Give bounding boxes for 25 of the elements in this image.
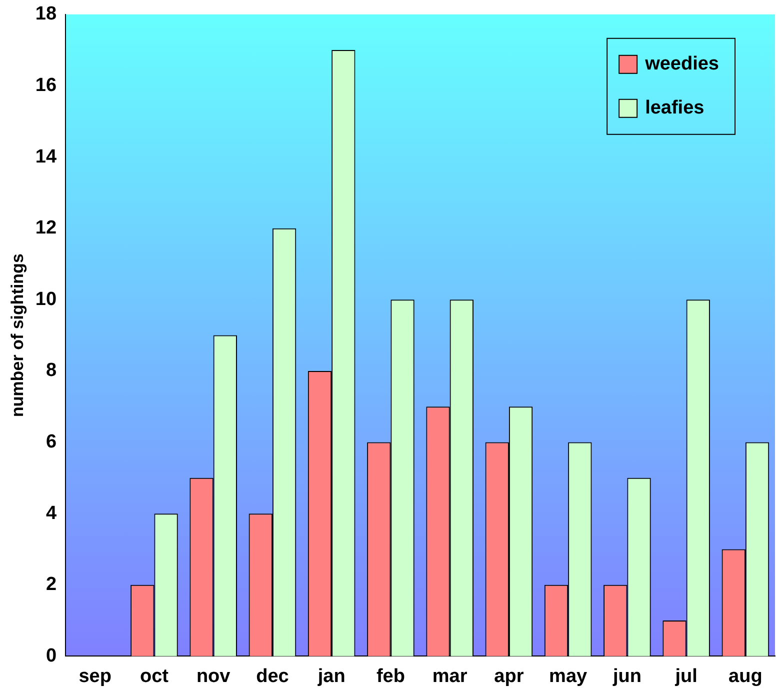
x-tick-label: may: [549, 666, 588, 687]
x-tick-label: aug: [728, 666, 762, 687]
x-tick-label: oct: [140, 666, 170, 687]
y-tick-label: 0: [46, 645, 57, 666]
legend-label: weedies: [644, 54, 720, 75]
x-tick-label: dec: [256, 666, 290, 687]
x-tick-label: feb: [376, 666, 405, 687]
x-tick-label: mar: [432, 666, 468, 687]
x-tick-label: jan: [316, 666, 346, 687]
y-tick-label: 12: [35, 218, 57, 239]
x-tick-label: sep: [78, 666, 112, 687]
y-tick-label: 8: [46, 360, 57, 382]
y-tick-label: 14: [35, 146, 57, 168]
x-tick-label: jul: [674, 666, 698, 687]
y-tick-label: 2: [46, 574, 57, 596]
y-tick-label: 6: [46, 432, 57, 452]
x-tick-label: nov: [196, 666, 231, 687]
x-tick-label: jun: [612, 666, 642, 687]
y-axis-title: number of sightings: [8, 254, 27, 417]
y-tick-label: 18: [35, 4, 57, 25]
y-tick-label: 10: [35, 288, 57, 310]
x-tick-label: apr: [494, 666, 524, 687]
y-tick-label: 16: [35, 74, 57, 96]
y-tick-label: 4: [46, 502, 57, 524]
legend-label: leafies: [645, 98, 704, 119]
